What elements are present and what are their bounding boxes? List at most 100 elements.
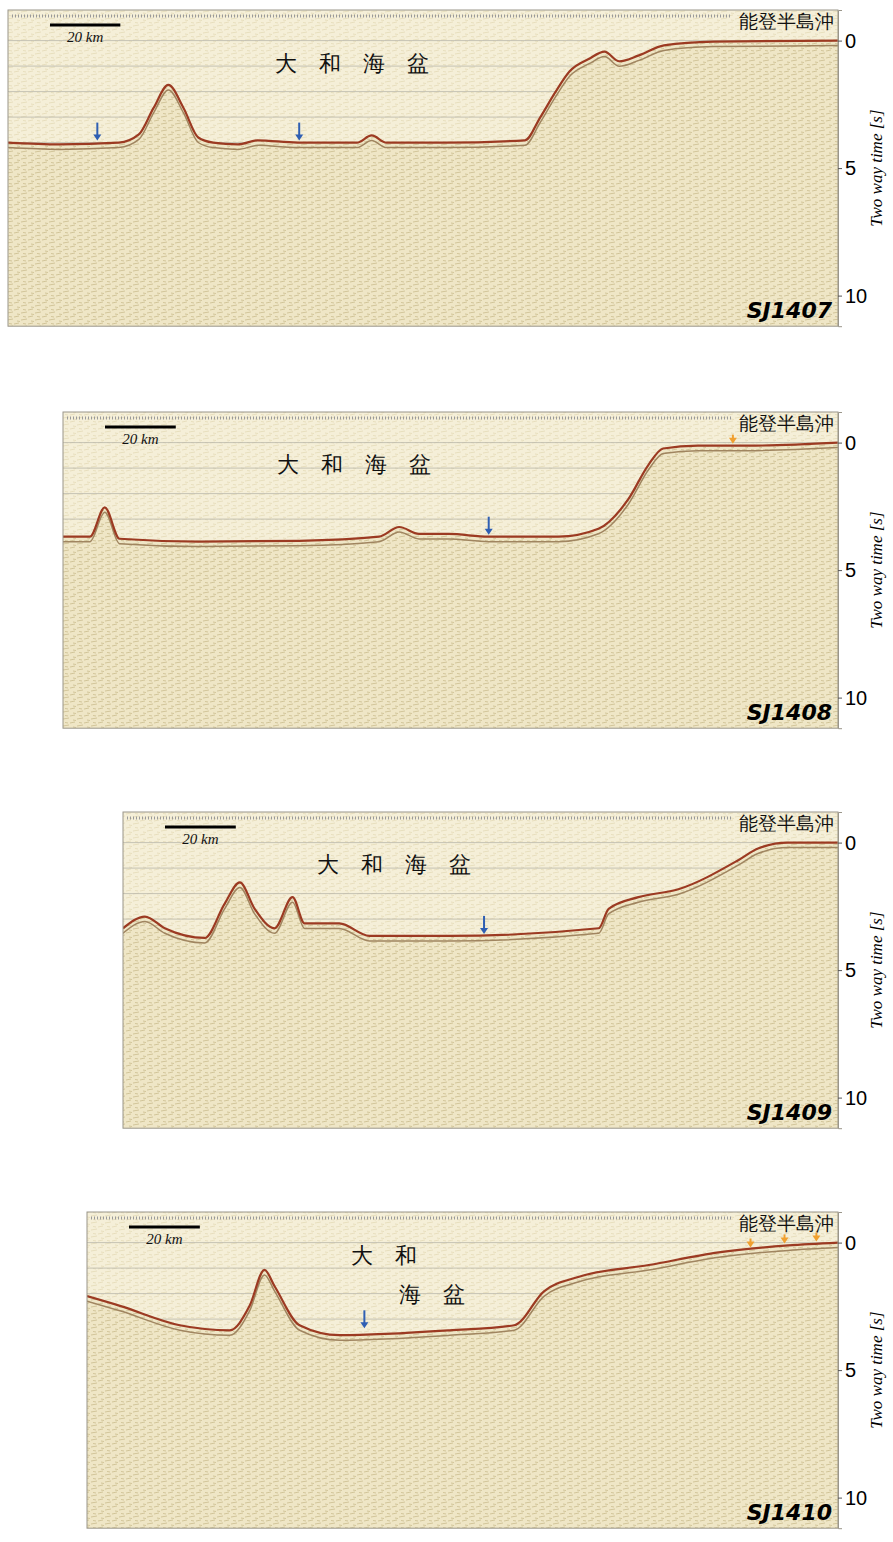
arrow	[295, 123, 303, 141]
arrow	[781, 1234, 789, 1243]
axis-line	[839, 1213, 843, 1529]
grid-line	[123, 842, 838, 843]
panel: 能登半島沖20 km大 和 海 盆SJ14090510Two way time …	[123, 812, 886, 1129]
basin-label: 大 和 海 盆	[277, 452, 431, 477]
arrow-shaft	[488, 517, 490, 531]
basin-label: 大 和 海 盆	[317, 852, 471, 877]
scale-bar	[129, 1226, 200, 1229]
tick: 5	[838, 1359, 856, 1381]
basin-label: 大 和	[351, 1243, 417, 1268]
axis-line	[839, 11, 843, 327]
tick-mark	[838, 41, 842, 42]
subsurface	[63, 443, 838, 729]
tick-label: 5	[845, 559, 856, 581]
axis-line	[839, 813, 843, 1129]
tick-label: 0	[845, 29, 856, 51]
arrow	[93, 123, 101, 141]
arrow-head	[729, 438, 737, 444]
scale-bar	[50, 24, 120, 27]
header-strip	[91, 1217, 731, 1220]
plot-background	[8, 10, 838, 326]
arrow-head	[360, 1322, 368, 1328]
reflector	[63, 448, 838, 547]
tick: 10	[838, 1487, 867, 1509]
subsurface	[87, 1243, 838, 1529]
arrow	[747, 1238, 755, 1247]
arrow	[812, 1233, 820, 1242]
tick-mark	[838, 570, 842, 571]
tick-mark	[838, 1098, 842, 1099]
plot-background	[63, 412, 838, 728]
tick-label: 0	[845, 832, 856, 854]
plot-area	[63, 443, 838, 729]
location-label: 能登半島沖	[739, 812, 834, 834]
plot-frame	[63, 412, 838, 728]
panel: 能登半島沖20 km大 和 海 盆SJ14080510Two way time …	[63, 412, 886, 729]
tick: 10	[838, 1087, 867, 1109]
location-label: 能登半島沖	[739, 10, 834, 32]
tick-label: 10	[845, 285, 867, 307]
tick: 10	[838, 687, 867, 709]
arrow-head	[485, 529, 493, 535]
plot-frame	[87, 1212, 838, 1528]
panel-title: SJ1407	[747, 298, 833, 323]
tick-mark	[838, 1370, 842, 1371]
plot-area	[87, 1243, 838, 1529]
location-label: 能登半島沖	[739, 1212, 834, 1234]
arrow-shaft	[96, 123, 98, 137]
tick-label: 0	[845, 1232, 856, 1254]
scale-bar	[105, 426, 176, 429]
tick-label: 5	[845, 1359, 856, 1381]
tick-mark	[838, 970, 842, 971]
grid-line	[87, 1242, 838, 1243]
tick-label: 10	[845, 1487, 867, 1509]
arrow-head	[781, 1237, 789, 1243]
seafloor-line	[8, 41, 838, 145]
axis-title: Two way time [s]	[867, 1311, 886, 1428]
arrow-head	[747, 1241, 755, 1247]
panel-title: SJ1408	[747, 700, 832, 725]
axis-line	[839, 413, 843, 729]
header-strip	[127, 817, 731, 820]
arrow	[360, 1310, 368, 1328]
tick-label: 0	[845, 432, 856, 454]
arrow	[485, 517, 493, 535]
seafloor-line	[123, 843, 838, 938]
tick-mark	[838, 843, 842, 844]
plot-area	[8, 41, 838, 327]
axis-title: Two way time [s]	[867, 109, 886, 226]
panel: 能登半島沖20 km大 和 海 盆SJ14070510Two way time …	[8, 10, 886, 327]
panel: 能登半島沖20 km大 和海 盆SJ14100510Two way time […	[87, 1212, 886, 1529]
scale-bar-label: 20 km	[122, 431, 158, 447]
scale-bar-label: 20 km	[182, 831, 218, 847]
reflector	[87, 1248, 838, 1341]
grid-line	[63, 442, 838, 443]
arrow	[729, 435, 737, 444]
figure: 能登半島沖 20 km 大 和 海 盆 SJ1407 0 5 10 Two way time …	[0, 0, 893, 1542]
plot-background	[87, 1212, 838, 1528]
seafloor-line	[87, 1243, 838, 1336]
plot-frame	[8, 10, 838, 326]
arrow-shaft	[483, 916, 485, 930]
tick: 5	[838, 157, 856, 179]
arrow-head	[480, 928, 488, 934]
location-label: 能登半島沖	[739, 412, 834, 434]
arrow	[480, 916, 488, 934]
tick: 0	[838, 29, 856, 51]
plot-area	[123, 843, 838, 1129]
y-axis: 0 5 10	[838, 413, 867, 729]
basin-label: 大 和 海 盆	[275, 51, 429, 76]
plot-frame	[123, 812, 838, 1128]
tick-label: 10	[845, 1087, 867, 1109]
tick: 5	[838, 959, 856, 981]
tick: 10	[838, 285, 867, 307]
subsurface	[8, 41, 838, 327]
tick: 0	[838, 1232, 856, 1254]
arrow-shaft	[363, 1310, 365, 1324]
header-strip	[12, 15, 731, 18]
axis-title: Two way time [s]	[867, 911, 886, 1028]
arrow-head	[295, 135, 303, 141]
tick-label: 10	[845, 687, 867, 709]
subsurface	[123, 843, 838, 1129]
scale-bar	[165, 826, 236, 829]
